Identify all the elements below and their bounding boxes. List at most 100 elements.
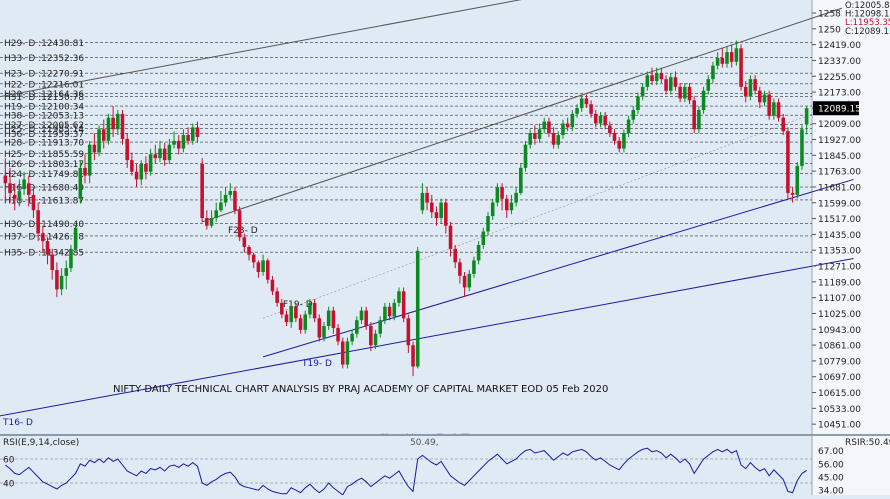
candle-body bbox=[116, 113, 120, 130]
candle-body bbox=[134, 171, 139, 180]
price-tick-label: 11599.00 bbox=[818, 199, 861, 209]
candle-body bbox=[720, 57, 725, 64]
price-tick-label: 11845.00 bbox=[818, 152, 861, 162]
candle-body bbox=[772, 102, 776, 116]
support-trendline bbox=[262, 178, 854, 358]
candle-body bbox=[673, 77, 678, 87]
candle-body bbox=[514, 192, 518, 203]
candle-body bbox=[205, 218, 209, 226]
candle-body bbox=[678, 86, 682, 99]
candle-body bbox=[83, 167, 87, 176]
candle-body bbox=[101, 129, 106, 141]
candle-body bbox=[397, 291, 401, 303]
candle-body bbox=[748, 79, 753, 97]
candle-body bbox=[579, 98, 584, 109]
price-axis: 12583.00 12501.00 12419.00 12337.00 12255.00… bbox=[812, 9, 861, 431]
rsi-line bbox=[4, 447, 807, 496]
candle-body bbox=[176, 140, 181, 149]
trendlines: F23- D F19- D T19- D T16- D bbox=[0, 0, 854, 428]
candle-body bbox=[448, 225, 453, 249]
candle-body bbox=[533, 133, 537, 139]
candle-body bbox=[247, 246, 251, 255]
candle-body bbox=[181, 135, 186, 149]
candle-body bbox=[303, 314, 308, 330]
candle-body bbox=[92, 144, 97, 153]
candle-body bbox=[509, 202, 514, 211]
rsi-tick-label: 45.00 bbox=[818, 474, 844, 484]
candle-body bbox=[561, 123, 565, 136]
level-label: H27- D :12005.62 bbox=[4, 121, 84, 131]
price-axis-background bbox=[812, 0, 890, 435]
long-term-support-line bbox=[0, 258, 854, 417]
candle-body bbox=[401, 291, 406, 319]
candle-body bbox=[800, 129, 804, 166]
price-tick-label: 11927.00 bbox=[818, 136, 861, 146]
rsi-axis-background bbox=[812, 435, 890, 495]
trendline-label: F23- D bbox=[228, 226, 258, 236]
chart-overlay: O:12005.85H:12098.15L:11953.35C:12089.15… bbox=[113, 0, 890, 443]
level-label: H35- D :11342.85 bbox=[4, 249, 84, 259]
candle-body bbox=[575, 108, 579, 114]
candle-body bbox=[331, 310, 336, 328]
candle-body bbox=[387, 306, 392, 317]
candle-body bbox=[237, 210, 242, 238]
rsi-label: RSI(E,9,14,close) bbox=[3, 438, 79, 448]
candle-body bbox=[758, 90, 762, 103]
candle-body bbox=[125, 138, 129, 161]
level-label: H23- D :12270.91 bbox=[4, 70, 84, 80]
upper-channel-line bbox=[0, 0, 522, 97]
candle-body bbox=[551, 133, 556, 145]
candle-body bbox=[22, 179, 26, 190]
candle-body bbox=[298, 318, 303, 330]
candle-body bbox=[97, 129, 101, 153]
candle-body bbox=[73, 227, 78, 249]
candle-body bbox=[280, 302, 284, 315]
candle-body bbox=[111, 117, 115, 130]
candle-body bbox=[697, 110, 701, 130]
candle-body bbox=[734, 48, 739, 62]
candle-body bbox=[167, 144, 172, 161]
candle-body bbox=[608, 125, 612, 134]
candle-body bbox=[537, 129, 542, 139]
price-tick-label: 11763.00 bbox=[818, 168, 861, 178]
ohlc-readout-background bbox=[842, 0, 890, 36]
candle-body bbox=[326, 310, 331, 326]
level-label: H25- D :11985.14 bbox=[4, 125, 84, 135]
candle-body bbox=[17, 191, 22, 199]
candle-body bbox=[8, 183, 12, 193]
candle-body bbox=[589, 104, 593, 114]
candle-body bbox=[528, 133, 532, 145]
candles bbox=[3, 40, 809, 377]
candle-body bbox=[594, 113, 598, 124]
level-label: H16- D :11680.49 bbox=[4, 184, 84, 194]
ohlc-readout: H:12098.15 bbox=[845, 10, 890, 20]
candle-body bbox=[345, 341, 350, 365]
candle-body bbox=[795, 165, 800, 195]
price-tick-label: 12009.00 bbox=[818, 120, 861, 130]
candle-body bbox=[355, 320, 359, 334]
candle-body bbox=[359, 310, 364, 321]
trendline-label: F19- D bbox=[283, 300, 313, 310]
candle-body bbox=[804, 108, 809, 125]
rsi-panel: 60 40 67.00 56.00 45.00 34.00 RSI(E,9,14,close… bbox=[0, 434, 890, 497]
candle-body bbox=[556, 135, 561, 145]
candle-body bbox=[420, 192, 425, 211]
candle-body bbox=[120, 113, 125, 139]
candle-body bbox=[312, 302, 317, 319]
candle-body bbox=[668, 77, 673, 91]
candle-body bbox=[472, 260, 476, 274]
candle-body bbox=[725, 52, 729, 64]
trendline-label: T16- D bbox=[2, 418, 33, 428]
candle-body bbox=[640, 86, 645, 97]
price-tick-label: 11517.00 bbox=[818, 215, 861, 225]
price-tick-label: 11435.00 bbox=[818, 231, 861, 241]
level-label: H29- D :12430.81 bbox=[4, 39, 84, 49]
price-tick-label: 11353.00 bbox=[818, 247, 861, 257]
candle-body bbox=[767, 94, 771, 116]
level-label: H25- D :11855.59 bbox=[4, 150, 84, 160]
level-label: H20- D :12164.36 bbox=[4, 90, 84, 100]
candle-body bbox=[256, 262, 261, 272]
rsi-left-tick-label: 60 bbox=[3, 456, 15, 466]
